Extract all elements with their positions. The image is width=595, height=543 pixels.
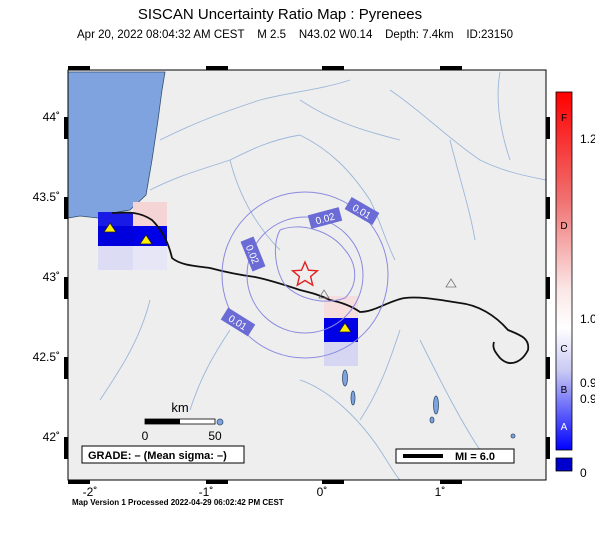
scale-bar-tick: 0: [142, 429, 149, 443]
colorbar-value: 1.0: [580, 312, 595, 326]
contour-label: 0.02: [315, 212, 337, 228]
colorbar: F D C B A 1.2 1.0 0.9 0.9 0: [555, 91, 595, 480]
grade-letter: B: [561, 385, 568, 396]
lat-tick-label: 44˚: [43, 110, 60, 124]
mi-label: MI = 6.0: [455, 451, 495, 463]
colorbar-value: 0.9: [580, 392, 595, 406]
longitude-ticks: -2˚ -1˚ 0˚ 1˚: [83, 485, 446, 499]
country-border: [111, 211, 530, 364]
contour-inner: [246, 216, 364, 334]
lakes: [216, 369, 516, 439]
event-depth: Depth: 7.4km: [385, 29, 454, 41]
contour-outer: [221, 191, 389, 359]
grade-letter: A: [561, 422, 568, 433]
lon-tick-label: 1˚: [435, 485, 446, 499]
grade-letter: F: [561, 113, 567, 124]
lat-tick-label: 43˚: [43, 270, 60, 284]
colorbar-value: 1.2: [580, 132, 595, 146]
stations: [103, 222, 457, 333]
rivers: [99, 71, 547, 481]
colorbar-value: 0: [580, 466, 587, 480]
lon-tick-label: 0˚: [317, 485, 328, 499]
event-datetime: Apr 20, 2022 08:04:32 AM CEST: [77, 29, 245, 41]
station-triangle-icon: [338, 322, 352, 333]
uncertainty-contours: [221, 191, 389, 359]
event-id: ID:23150: [466, 29, 513, 41]
uncertainty-cells: [98, 202, 358, 366]
map-subtitle: Apr 20, 2022 08:04:32 AM CEST M 2.5 N43.…: [0, 29, 590, 41]
processing-footer: Map Version 1 Processed 2022-04-29 06:02…: [72, 498, 284, 507]
epicenter-star-icon: [290, 260, 320, 287]
lat-tick-label: 42.5˚: [33, 350, 60, 364]
contour-core: [274, 226, 356, 302]
map-title: SISCAN Uncertainty Ratio Map : Pyrenees: [137, 6, 423, 23]
lon-tick-label: -2˚: [83, 485, 98, 499]
event-magnitude: M 2.5: [257, 29, 287, 41]
lat-tick-label: 43.5˚: [33, 190, 60, 204]
grade-label: GRADE: – (Mean sigma: –): [88, 450, 227, 462]
grade-box: GRADE: – (Mean sigma: –): [81, 445, 245, 464]
scale-bar-tick: 50: [208, 429, 222, 443]
station-triangle-icon: [103, 222, 117, 233]
grade-letter: C: [560, 344, 567, 355]
station-triangle-icon: [139, 234, 153, 245]
event-location: N43.02 W0.14: [298, 29, 373, 41]
lon-tick-label: -1˚: [199, 485, 214, 499]
station-triangle-icon: [445, 278, 457, 288]
lat-tick-label: 42˚: [43, 430, 60, 444]
latitude-ticks: 44˚ 43.5˚ 43˚ 42.5˚ 42˚: [33, 110, 60, 444]
grade-letter: D: [560, 221, 567, 232]
map-frame: [64, 66, 550, 484]
scale-bar: km 0 50: [142, 400, 222, 443]
scale-bar-unit: km: [171, 400, 188, 415]
mi-box: MI = 6.0: [395, 448, 515, 464]
colorbar-value: 0.9: [580, 376, 595, 390]
station-triangle-icon: [318, 289, 330, 299]
